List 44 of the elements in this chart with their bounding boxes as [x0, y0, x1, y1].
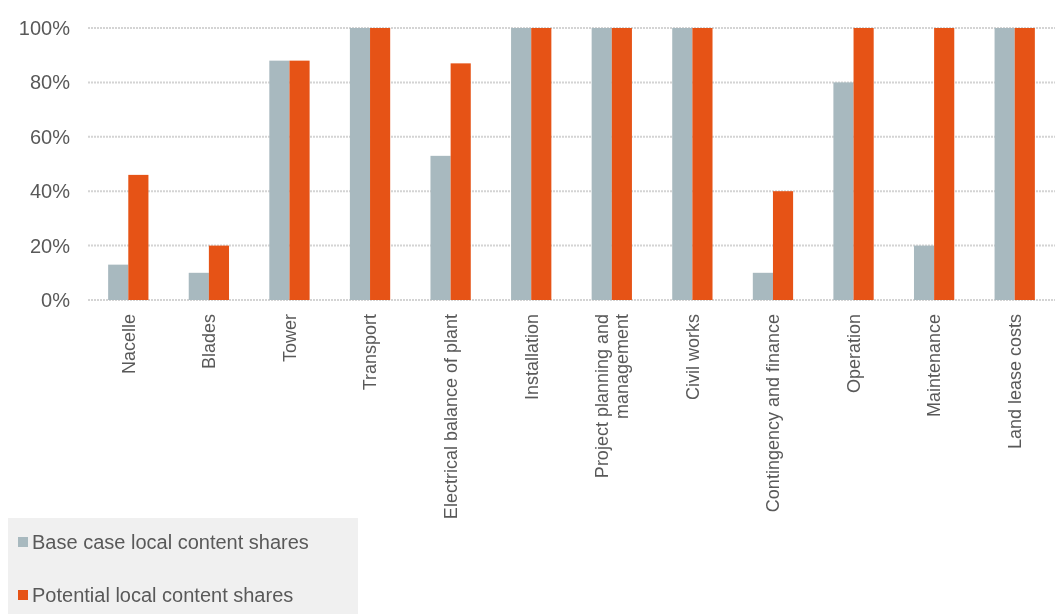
bar	[269, 60, 290, 300]
bar	[128, 174, 149, 300]
bar	[1014, 28, 1035, 300]
bar	[611, 28, 632, 300]
x-tick-label: Tower	[279, 314, 300, 363]
x-tick-label: Nacelle	[118, 314, 139, 375]
x-tick-label: Blades	[199, 314, 220, 370]
x-tick-label: Maintenance	[924, 314, 945, 418]
y-tick-label: 60%	[29, 125, 71, 148]
x-tick-label: Project planning and management	[592, 314, 632, 479]
x-tick-label: Land lease costs	[1005, 314, 1026, 450]
bar	[349, 28, 371, 300]
y-tick-label: 40%	[29, 180, 71, 203]
bar	[108, 264, 129, 300]
legend-label: Potential local content shares	[32, 584, 294, 606]
bar	[772, 191, 794, 300]
x-tick-label: Contingency and finance	[763, 314, 784, 513]
bar	[511, 28, 532, 300]
bar	[994, 28, 1015, 300]
y-tick-label: 0%	[41, 289, 71, 311]
y-tick-label: 20%	[29, 234, 71, 257]
x-tick-label: Electrical balance of plant	[440, 314, 461, 520]
bar	[370, 28, 391, 300]
bar	[430, 155, 451, 300]
bar	[591, 28, 612, 300]
bar	[752, 272, 773, 300]
bar	[531, 28, 552, 300]
bar	[188, 272, 209, 300]
x-tick-label: Transport	[360, 314, 381, 391]
bar	[672, 28, 693, 300]
x-tick-label: Civil works	[682, 314, 703, 401]
legend-label: Base case local content shares	[32, 531, 309, 553]
bar	[833, 82, 854, 300]
bar	[289, 60, 310, 300]
bar	[913, 245, 935, 300]
x-tick-label: Operation	[843, 314, 864, 394]
bar	[853, 28, 874, 300]
x-tick-label: Installation	[521, 314, 542, 401]
bar	[934, 28, 955, 300]
y-tick-label: 100%	[18, 17, 71, 39]
bar	[450, 63, 471, 300]
bar	[692, 28, 713, 300]
bar	[208, 245, 230, 300]
y-tick-label: 80%	[29, 71, 71, 94]
